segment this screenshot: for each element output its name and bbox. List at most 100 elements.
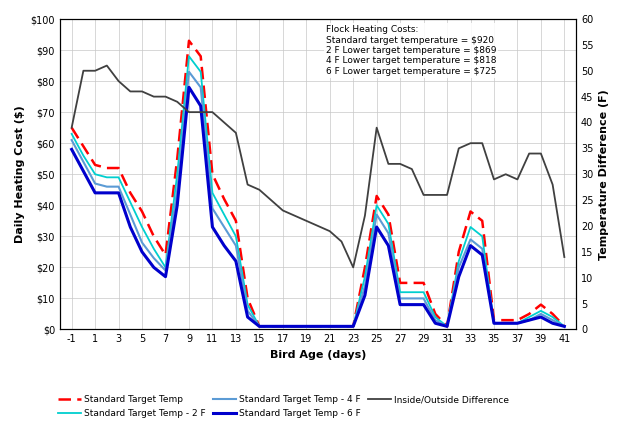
Standard Target Temp - 4 F (162, 268, 169, 273)
Standard Target Temp - 2 F (514, 321, 521, 326)
Standard Target Temp - 6 F (220, 243, 228, 248)
Standard Target Temp - 4 F (185, 69, 193, 74)
Line: Standard Target Temp - 4 F: Standard Target Temp - 4 F (72, 72, 564, 326)
Standard Target Temp (384, 212, 392, 217)
Standard Target Temp - 6 F (303, 324, 310, 329)
Inside/Outside Difference (115, 78, 122, 83)
Standard Target Temp - 2 F (479, 234, 486, 239)
Inside/Outside Difference (173, 99, 181, 104)
Inside/Outside Difference (244, 182, 251, 187)
Standard Target Temp - 2 F (443, 324, 451, 329)
Line: Standard Target Temp: Standard Target Temp (72, 41, 564, 326)
Inside/Outside Difference (514, 177, 521, 182)
Standard Target Temp - 2 F (384, 222, 392, 227)
Standard Target Temp - 6 F (185, 85, 193, 90)
Inside/Outside Difference (373, 125, 381, 130)
Standard Target Temp - 2 F (256, 324, 263, 329)
Standard Target Temp - 4 F (443, 324, 451, 329)
Standard Target Temp - 4 F (560, 324, 568, 329)
Inside/Outside Difference (291, 213, 298, 218)
Standard Target Temp (467, 209, 474, 214)
Y-axis label: Daily Heating Cost ($): Daily Heating Cost ($) (15, 105, 25, 243)
Standard Target Temp - 2 F (420, 290, 427, 295)
Standard Target Temp - 6 F (232, 259, 240, 264)
Standard Target Temp (267, 324, 275, 329)
Standard Target Temp - 4 F (373, 212, 381, 217)
Standard Target Temp - 6 F (150, 265, 157, 270)
Standard Target Temp - 6 F (560, 324, 568, 329)
Standard Target Temp - 4 F (537, 311, 545, 317)
Standard Target Temp - 6 F (490, 321, 498, 326)
Standard Target Temp - 2 F (361, 274, 369, 279)
Standard Target Temp - 2 F (103, 175, 110, 180)
Inside/Outside Difference (537, 151, 545, 156)
Standard Target Temp (326, 324, 333, 329)
X-axis label: Bird Age (days): Bird Age (days) (270, 350, 366, 360)
Standard Target Temp - 2 F (537, 308, 545, 314)
Standard Target Temp (197, 54, 205, 59)
Standard Target Temp - 6 F (127, 225, 134, 230)
Inside/Outside Difference (443, 193, 451, 198)
Standard Target Temp - 6 F (384, 243, 392, 248)
Standard Target Temp (361, 265, 369, 270)
Standard Target Temp (349, 324, 357, 329)
Standard Target Temp - 4 F (220, 225, 228, 230)
Standard Target Temp - 4 F (291, 324, 298, 329)
Standard Target Temp (291, 324, 298, 329)
Inside/Outside Difference (490, 177, 498, 182)
Inside/Outside Difference (549, 182, 557, 187)
Standard Target Temp - 6 F (479, 252, 486, 257)
Standard Target Temp - 4 F (91, 181, 99, 186)
Standard Target Temp - 2 F (185, 54, 193, 59)
Standard Target Temp - 2 F (467, 225, 474, 230)
Standard Target Temp - 4 F (396, 296, 404, 301)
Text: Flock Heating Costs:
Standard target temperature = $920
2 F Lower target tempera: Flock Heating Costs: Standard target tem… (326, 25, 496, 76)
Standard Target Temp (455, 249, 462, 254)
Standard Target Temp - 6 F (537, 314, 545, 320)
Inside/Outside Difference (396, 161, 404, 167)
Standard Target Temp - 4 F (80, 159, 87, 164)
Standard Target Temp - 6 F (244, 314, 251, 320)
Standard Target Temp - 2 F (396, 290, 404, 295)
Inside/Outside Difference (279, 208, 286, 213)
Standard Target Temp - 2 F (115, 175, 122, 180)
Standard Target Temp - 6 F (256, 324, 263, 329)
Standard Target Temp - 4 F (127, 212, 134, 217)
Standard Target Temp (220, 196, 228, 201)
Standard Target Temp (432, 311, 439, 317)
Inside/Outside Difference (127, 89, 134, 94)
Inside/Outside Difference (455, 146, 462, 151)
Standard Target Temp - 2 F (549, 314, 557, 320)
Standard Target Temp - 2 F (314, 324, 322, 329)
Standard Target Temp (208, 172, 216, 177)
Standard Target Temp - 2 F (220, 212, 228, 217)
Standard Target Temp - 4 F (338, 324, 345, 329)
Inside/Outside Difference (560, 254, 568, 259)
Standard Target Temp - 4 F (150, 256, 157, 261)
Standard Target Temp - 4 F (103, 184, 110, 189)
Inside/Outside Difference (432, 193, 439, 198)
Standard Target Temp - 4 F (279, 324, 286, 329)
Standard Target Temp - 6 F (115, 190, 122, 196)
Standard Target Temp (549, 311, 557, 317)
Standard Target Temp - 4 F (208, 206, 216, 211)
Standard Target Temp (338, 324, 345, 329)
Standard Target Temp (373, 193, 381, 199)
Standard Target Temp - 2 F (232, 234, 240, 239)
Standard Target Temp - 2 F (502, 321, 509, 326)
Inside/Outside Difference (139, 89, 146, 94)
Inside/Outside Difference (479, 141, 486, 146)
Standard Target Temp - 4 F (173, 187, 181, 192)
Standard Target Temp (185, 38, 193, 43)
Standard Target Temp - 6 F (162, 274, 169, 279)
Standard Target Temp - 6 F (103, 190, 110, 196)
Standard Target Temp - 4 F (467, 237, 474, 242)
Standard Target Temp - 4 F (514, 321, 521, 326)
Inside/Outside Difference (197, 109, 205, 115)
Inside/Outside Difference (420, 193, 427, 198)
Inside/Outside Difference (361, 213, 369, 218)
Standard Target Temp - 6 F (291, 324, 298, 329)
Standard Target Temp - 6 F (455, 274, 462, 279)
Standard Target Temp (490, 318, 498, 323)
Standard Target Temp - 6 F (525, 318, 533, 323)
